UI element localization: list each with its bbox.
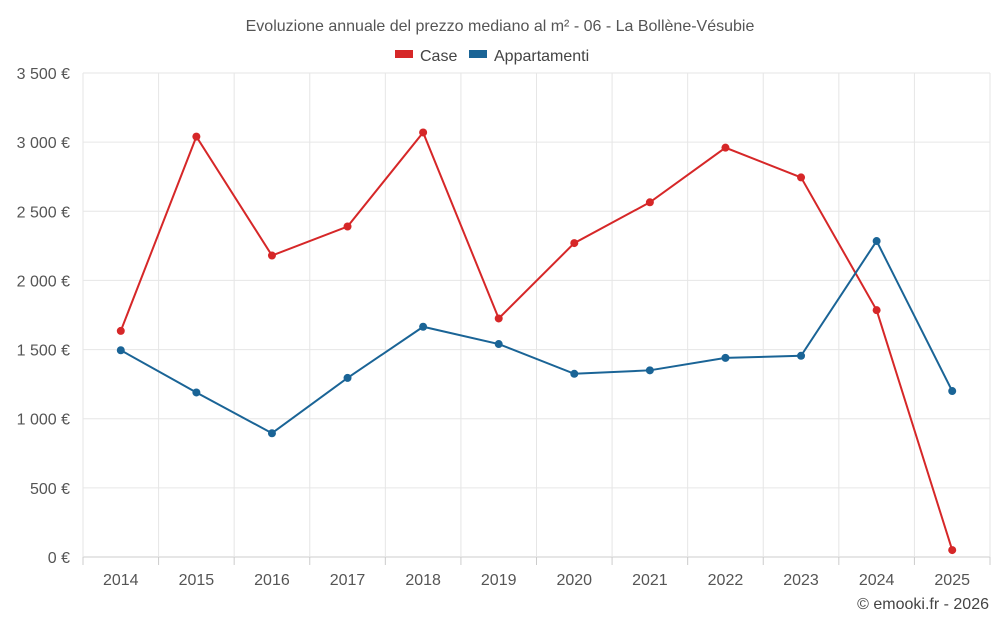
- y-tick-label: 2 000 €: [17, 273, 70, 290]
- x-tick-label: 2017: [330, 572, 366, 589]
- data-point-case[interactable]: [570, 239, 579, 248]
- y-tick-label: 1 000 €: [17, 412, 70, 429]
- legend-label-appartamenti: Appartamenti: [494, 48, 589, 65]
- data-point-case[interactable]: [267, 251, 276, 260]
- data-point-appartamenti[interactable]: [797, 351, 806, 360]
- y-axis: 0 € 500 € 1 000 € 1 500 € 2 000 € 2 500 € 3 00…: [17, 66, 70, 567]
- y-tick-label: 1 500 €: [17, 343, 70, 360]
- data-point-appartamenti[interactable]: [645, 366, 654, 375]
- x-tick-label: 2023: [783, 572, 819, 589]
- credit-text: © emooki.fr - 2026: [857, 596, 989, 613]
- legend-label-case: Case: [420, 48, 457, 65]
- data-point-case[interactable]: [872, 306, 881, 315]
- x-tick-label: 2018: [405, 572, 441, 589]
- series-group: [116, 128, 957, 555]
- data-point-appartamenti[interactable]: [267, 429, 276, 438]
- data-point-case[interactable]: [721, 143, 730, 152]
- y-tick-label: 500 €: [30, 481, 70, 498]
- x-tick-label: 2024: [859, 572, 895, 589]
- legend: Case Appartamenti: [395, 48, 589, 65]
- legend-item-appartamenti[interactable]: Appartamenti: [469, 48, 589, 65]
- y-tick-label: 3 500 €: [17, 66, 70, 83]
- legend-swatch-appartamenti: [469, 50, 487, 58]
- data-point-appartamenti[interactable]: [192, 388, 201, 397]
- y-tick-label: 3 000 €: [17, 135, 70, 152]
- legend-item-case[interactable]: Case: [395, 48, 457, 65]
- data-point-appartamenti[interactable]: [872, 237, 881, 246]
- series-line-case[interactable]: [119, 130, 954, 551]
- data-point-case[interactable]: [645, 198, 654, 207]
- data-point-appartamenti[interactable]: [116, 346, 125, 355]
- y-tick-label: 2 500 €: [17, 204, 70, 221]
- data-point-case[interactable]: [116, 326, 125, 335]
- data-point-appartamenti[interactable]: [948, 387, 957, 396]
- data-point-case[interactable]: [797, 173, 806, 182]
- x-tick-label: 2014: [103, 572, 139, 589]
- x-tick-label: 2020: [556, 572, 592, 589]
- series-line-appartamenti[interactable]: [120, 239, 954, 435]
- x-tick-label: 2025: [934, 572, 970, 589]
- x-tick-label: 2022: [708, 572, 744, 589]
- data-point-appartamenti[interactable]: [419, 322, 428, 331]
- chart-title: Evoluzione annuale del prezzo mediano al…: [246, 18, 755, 35]
- x-tick-label: 2021: [632, 572, 668, 589]
- data-point-case[interactable]: [494, 314, 503, 323]
- series-case: [116, 128, 957, 555]
- data-point-case[interactable]: [419, 128, 428, 137]
- x-tick-label: 2019: [481, 572, 517, 589]
- data-point-appartamenti[interactable]: [570, 369, 579, 378]
- data-point-case[interactable]: [192, 132, 201, 141]
- data-point-case[interactable]: [343, 222, 352, 231]
- x-axis: 2014 2015 2016 2017 2018 2019 2020 2021 2022 2023…: [82, 557, 991, 589]
- x-tick-label: 2015: [179, 572, 215, 589]
- data-point-case[interactable]: [948, 546, 957, 555]
- grid: [82, 72, 991, 558]
- legend-swatch-case: [395, 50, 413, 58]
- series-appartamenti: [116, 237, 957, 438]
- data-point-appartamenti[interactable]: [721, 353, 730, 362]
- data-point-appartamenti[interactable]: [343, 373, 352, 382]
- data-point-appartamenti[interactable]: [494, 340, 503, 349]
- y-tick-label: 0 €: [48, 550, 70, 567]
- x-tick-label: 2016: [254, 572, 290, 589]
